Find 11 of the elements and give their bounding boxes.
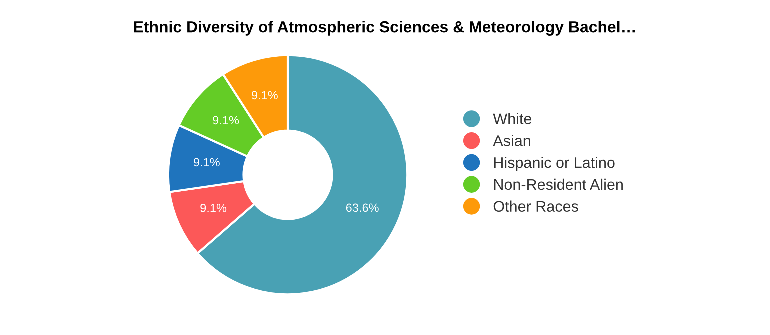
data-label: 9.1%: [200, 204, 227, 212]
data-label: 9.1%: [194, 158, 220, 167]
legend-label: Other Races: [494, 200, 578, 212]
legend-label: Asian: [493, 135, 530, 146]
legend-label: Non-Resident Alien: [494, 178, 623, 190]
data-label: 9.1%: [252, 91, 278, 100]
data-label: 9.1%: [213, 116, 240, 125]
legend-label: White: [493, 113, 532, 124]
data-label: 63.6%: [346, 204, 379, 212]
legend-label: Hispanic or Latino: [494, 157, 615, 172]
chart-title: Ethnic Diversity of Atmospheric Sciences & Meteorology Bachel…: [134, 20, 635, 36]
